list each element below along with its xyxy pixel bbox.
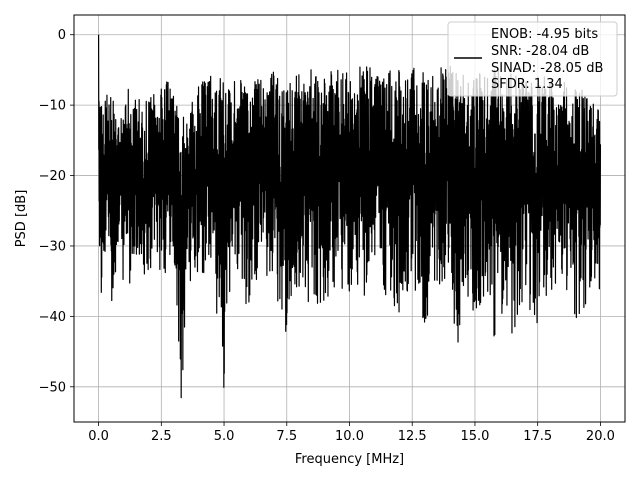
x-tick-label: 7.5 [276, 429, 297, 444]
x-tick-label: 15.0 [460, 429, 489, 444]
y-axis-label: PSD [dB] [14, 190, 29, 248]
y-tick-label: −10 [39, 99, 66, 114]
x-tick-label: 12.5 [398, 429, 427, 444]
legend-entry-snr: SNR: -28.04 dB [491, 44, 589, 59]
legend-entry-sinad: SINAD: -28.05 dB [491, 61, 603, 76]
x-tick-label: 20.0 [586, 429, 615, 444]
y-axis-ticks: 0 −10 −20 −30 −40 −50 [39, 28, 74, 395]
legend: ENOB: -4.95 bits SNR: -28.04 dB SINAD: -… [447, 21, 618, 97]
x-axis-ticks: 0.0 2.5 5.0 7.5 10.0 12.5 15.0 17.5 20.0 [88, 422, 615, 444]
y-tick-label: −30 [39, 239, 66, 254]
x-tick-label: 2.5 [151, 429, 172, 444]
x-axis-label: Frequency [MHz] [295, 452, 404, 467]
legend-entry-sfdr: SFDR: 1.34 [491, 77, 563, 92]
x-tick-label: 5.0 [214, 429, 235, 444]
x-tick-label: 17.5 [523, 429, 552, 444]
legend-box [447, 21, 618, 97]
x-tick-label: 0.0 [88, 429, 109, 444]
y-tick-label: 0 [58, 28, 66, 43]
y-tick-label: −40 [39, 310, 66, 325]
x-tick-label: 10.0 [335, 429, 364, 444]
y-tick-label: −20 [39, 169, 66, 184]
legend-entry-enob: ENOB: -4.95 bits [491, 27, 598, 42]
y-tick-label: −50 [39, 380, 66, 395]
